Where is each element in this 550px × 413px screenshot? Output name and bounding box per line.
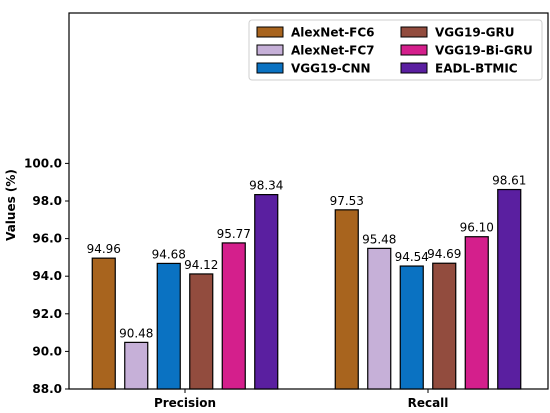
- y-tick-label: 94.0: [32, 269, 62, 283]
- bar: [367, 247, 392, 390]
- bars: [91, 188, 522, 390]
- bar-value-label: 97.53: [330, 194, 364, 208]
- legend-label: VGG19-CNN: [291, 62, 371, 76]
- x-tick-label: Recall: [408, 396, 449, 410]
- bar-value-label: 95.77: [217, 227, 251, 241]
- bar: [432, 262, 457, 390]
- y-tick-label: 88.0: [32, 382, 62, 396]
- legend-label: EADL-BTMIC: [435, 62, 518, 76]
- bar: [221, 242, 246, 390]
- bar: [399, 265, 424, 390]
- x-axis-ticks: Precision Recall: [154, 389, 448, 410]
- y-tick-label: 100.0: [24, 156, 62, 170]
- bar-value-label: 94.96: [87, 242, 121, 256]
- y-tick-label: 90.0: [32, 344, 62, 358]
- bar-value-label: 90.48: [119, 326, 153, 340]
- y-tick-label: 98.0: [32, 194, 62, 208]
- legend-swatch: [400, 62, 428, 74]
- y-tick-label: 96.0: [32, 232, 62, 246]
- legend-swatch: [256, 62, 284, 74]
- y-axis-title: Values (%): [4, 169, 18, 241]
- legend-swatch: [400, 44, 428, 56]
- bar-value-label: 96.10: [460, 221, 494, 235]
- bar-value-label: 94.69: [427, 247, 461, 261]
- bar: [334, 209, 359, 390]
- legend-swatch: [400, 26, 428, 38]
- legend-label: VGG19-GRU: [435, 26, 515, 40]
- bar-value-label: 94.12: [184, 258, 218, 272]
- legend-label: AlexNet-FC6: [291, 26, 375, 40]
- bar: [124, 341, 149, 390]
- x-tick-label: Precision: [154, 396, 216, 410]
- bar: [464, 236, 489, 390]
- y-axis-ticks: 88.0 90.0 92.0 94.0 96.0 98.0 100.0: [24, 156, 69, 396]
- legend-label: VGG19-Bi-GRU: [435, 44, 533, 58]
- legend-swatch: [256, 26, 284, 38]
- legend-label: AlexNet-FC7: [291, 44, 375, 58]
- bar-value-label: 94.68: [152, 247, 186, 261]
- bar: [156, 262, 181, 390]
- bar-value-label: 98.61: [492, 174, 526, 188]
- bar: [189, 273, 214, 390]
- bar-value-label: 94.54: [395, 250, 429, 264]
- bar: [254, 194, 279, 390]
- legend: AlexNet-FC6 AlexNet-FC7 VGG19-CNN VGG19-GRU…: [248, 19, 543, 81]
- legend-swatch: [256, 44, 284, 56]
- bar: [497, 188, 522, 390]
- y-tick-label: 92.0: [32, 307, 62, 321]
- bar-value-label: 98.34: [249, 179, 283, 193]
- legend-box: [248, 19, 543, 81]
- bar: [91, 257, 116, 390]
- bar-value-label: 95.48: [362, 232, 396, 246]
